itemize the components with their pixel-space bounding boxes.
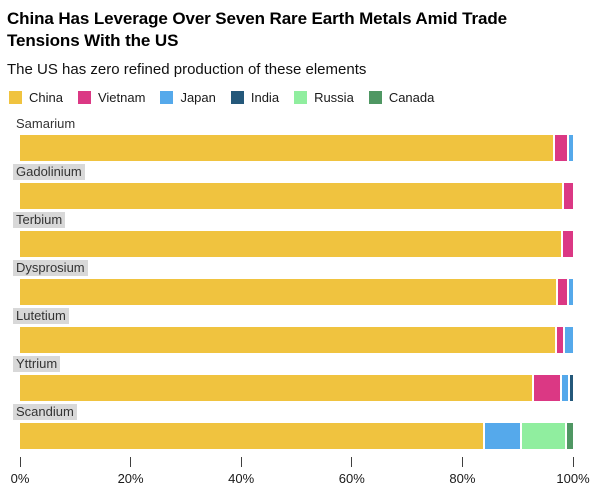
x-tick	[19, 457, 21, 467]
segment-lutetium-china	[20, 327, 556, 353]
segment-samarium-japan	[569, 135, 573, 161]
x-tick-label: 100%	[556, 471, 590, 486]
x-tick-label: 20%	[117, 471, 144, 486]
bar-terbium	[20, 231, 573, 257]
bar-dysprosium	[20, 279, 573, 305]
x-tick-label: 0%	[10, 471, 30, 486]
segment-terbium-vietnam	[563, 231, 573, 257]
segment-scandium-china	[20, 423, 483, 449]
x-tick	[240, 457, 242, 467]
chart-row-gadolinium: Gadolinium	[13, 163, 593, 211]
legend-label: China	[29, 90, 63, 105]
row-label-gadolinium: Gadolinium	[13, 164, 85, 180]
row-label-samarium: Samarium	[16, 116, 76, 131]
x-tick	[130, 457, 132, 467]
chart-title-line2: Tensions With the US	[7, 31, 179, 50]
chart-row-scandium: Scandium	[13, 403, 593, 451]
chart-row-samarium: Samarium	[13, 115, 593, 163]
legend-item-vietnam: Vietnam	[77, 90, 146, 105]
segment-dysprosium-vietnam	[558, 279, 568, 305]
canada-swatch-icon	[368, 91, 382, 104]
segment-gadolinium-vietnam	[564, 183, 573, 209]
stacked-bar-chart: Samarium Gadolinium Terbium Dysprosium Lutet…	[11, 115, 593, 489]
legend-item-canada: Canada	[368, 90, 435, 105]
segment-yttrium-vietnam	[534, 375, 560, 401]
bar-gadolinium	[20, 183, 573, 209]
x-tick	[572, 457, 574, 467]
segment-lutetium-japan	[564, 327, 573, 353]
row-label-wrap: Samarium	[13, 115, 593, 133]
india-swatch-icon	[230, 91, 244, 104]
x-axis: 0% 20% 40% 60% 80% 100%	[11, 457, 590, 489]
row-label-wrap: Terbium	[13, 211, 593, 229]
chart-title: China Has Leverage Over Seven Rare Earth…	[7, 8, 593, 52]
segment-gadolinium-china	[20, 183, 563, 209]
segment-yttrium-india	[569, 375, 573, 401]
vietnam-swatch-icon	[77, 91, 91, 104]
chart-row-dysprosium: Dysprosium	[13, 259, 593, 307]
legend-item-russia: Russia	[294, 90, 354, 105]
legend-item-japan: Japan	[160, 90, 216, 105]
chart-title-line1: China Has Leverage Over Seven Rare Earth…	[7, 9, 508, 28]
row-label-yttrium: Yttrium	[13, 356, 61, 372]
segment-scandium-japan	[484, 423, 521, 449]
row-label-wrap: Dysprosium	[13, 259, 593, 277]
row-label-dysprosium: Dysprosium	[13, 260, 88, 276]
legend-item-china: China	[9, 90, 63, 105]
segment-dysprosium-china	[20, 279, 557, 305]
row-label-wrap: Lutetium	[13, 307, 593, 325]
row-label-lutetium: Lutetium	[13, 308, 69, 324]
segment-lutetium-vietnam	[557, 327, 563, 353]
legend-label: Russia	[314, 90, 354, 105]
bar-yttrium	[20, 375, 573, 401]
chart-row-terbium: Terbium	[13, 211, 593, 259]
china-swatch-icon	[9, 91, 22, 104]
legend-label: India	[250, 90, 280, 105]
row-label-terbium: Terbium	[13, 212, 66, 228]
chart-rows: Samarium Gadolinium Terbium Dysprosium Lutet…	[13, 115, 593, 451]
segment-yttrium-japan	[561, 375, 568, 401]
bar-scandium	[20, 423, 573, 449]
row-label-scandium: Scandium	[13, 404, 77, 420]
legend-item-india: India	[230, 90, 280, 105]
chart-row-yttrium: Yttrium	[13, 355, 593, 403]
x-tick-label: 80%	[449, 471, 476, 486]
japan-swatch-icon	[160, 91, 174, 104]
x-tick	[461, 457, 463, 467]
bar-samarium	[20, 135, 573, 161]
legend-label: Japan	[180, 90, 216, 105]
legend: China Vietnam Japan India Russia Canada	[9, 90, 593, 105]
segment-scandium-canada	[566, 423, 573, 449]
x-tick-label: 40%	[228, 471, 255, 486]
row-label-wrap: Gadolinium	[13, 163, 593, 181]
segment-samarium-vietnam	[554, 135, 568, 161]
chart-subtitle: The US has zero refined production of th…	[7, 61, 367, 78]
legend-label: Vietnam	[97, 90, 146, 105]
segment-scandium-russia	[522, 423, 565, 449]
x-tick	[351, 457, 353, 467]
segment-yttrium-china	[20, 375, 532, 401]
russia-swatch-icon	[294, 91, 308, 104]
segment-dysprosium-japan	[569, 279, 573, 305]
chart-row-lutetium: Lutetium	[13, 307, 593, 355]
legend-label: Canada	[388, 90, 435, 105]
row-label-wrap: Yttrium	[13, 355, 593, 373]
x-tick-label: 60%	[338, 471, 365, 486]
segment-samarium-china	[20, 135, 553, 161]
bar-lutetium	[20, 327, 573, 353]
chart-page: China Has Leverage Over Seven Rare Earth…	[7, 8, 593, 489]
segment-terbium-china	[20, 231, 562, 257]
row-label-wrap: Scandium	[13, 403, 593, 421]
